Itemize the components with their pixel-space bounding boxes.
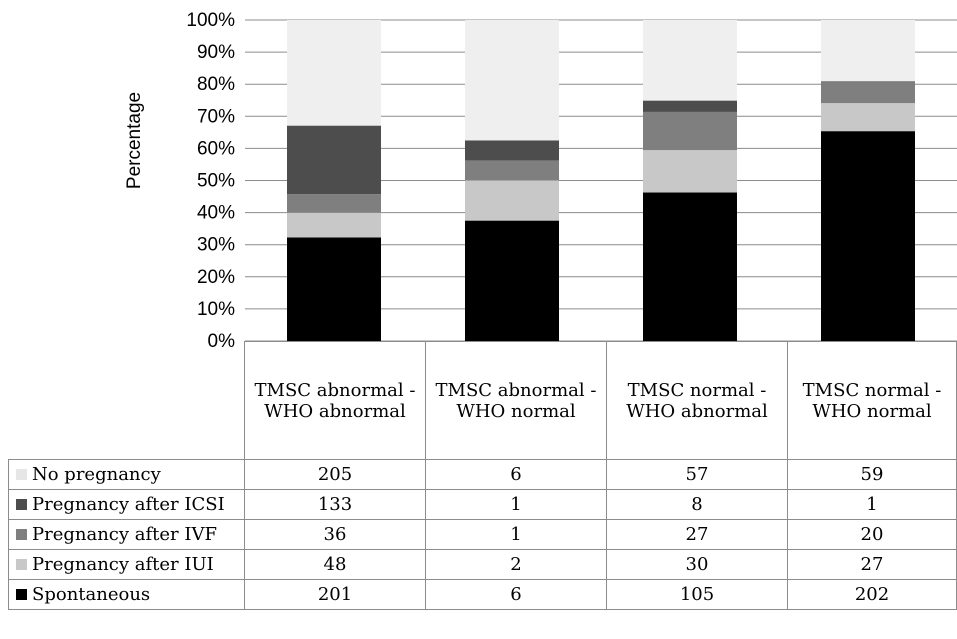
category-header: TMSC abnormal - WHO normal xyxy=(425,341,607,460)
category-header: TMSC normal - WHO abnormal xyxy=(606,341,788,460)
legend-label: Pregnancy after IUI xyxy=(32,554,214,575)
y-tick-label: 80% xyxy=(197,74,235,95)
table-cell: 105 xyxy=(606,579,788,610)
bar-segment xyxy=(465,180,559,221)
y-axis-ticks: 0%10%20%30%40%50%60%70%80%90%100% xyxy=(186,10,235,350)
y-tick-label: 10% xyxy=(197,299,235,320)
table-row: No pregnancy 205 6 57 59 xyxy=(8,459,957,490)
legend-entry: Pregnancy after IUI xyxy=(8,549,245,580)
legend-label: No pregnancy xyxy=(32,464,161,485)
y-tick-label: 30% xyxy=(197,235,235,256)
bar-segment xyxy=(821,81,915,83)
bar-segment xyxy=(465,140,559,161)
legend-label: Pregnancy after IVF xyxy=(32,524,217,545)
legend-entry: Pregnancy after IVF xyxy=(8,519,245,550)
bar-segment xyxy=(465,160,559,181)
bar-segment xyxy=(287,212,381,238)
y-tick-label: 60% xyxy=(197,138,235,159)
bar-segment xyxy=(643,100,737,112)
table-cell: 27 xyxy=(787,549,957,580)
legend-swatch xyxy=(16,589,27,600)
category-header: TMSC abnormal - WHO abnormal xyxy=(244,341,426,460)
y-axis-label: Percentage xyxy=(124,92,145,189)
bar-segment xyxy=(821,103,915,132)
table-row: Spontaneous 201 6 105 202 xyxy=(8,579,957,610)
table-body: No pregnancy 205 6 57 59 Pregnancy after ICSI… xyxy=(8,459,957,610)
legend-label: Pregnancy after ICSI xyxy=(32,494,225,515)
table-cell: 202 xyxy=(787,579,957,610)
table-cell: 2 xyxy=(425,549,607,580)
table-cell: 36 xyxy=(244,519,426,550)
bar-segment xyxy=(643,192,737,341)
y-tick-label: 70% xyxy=(197,106,235,127)
table-cell: 30 xyxy=(606,549,788,580)
legend-entry: Spontaneous xyxy=(8,579,245,610)
bar-segment xyxy=(465,220,559,341)
table-cell: 57 xyxy=(606,459,788,490)
bar-segment xyxy=(287,237,381,341)
bar-segment xyxy=(287,125,381,195)
bar-segment xyxy=(643,111,737,151)
data-table: TMSC abnormal - WHO abnormal TMSC abnorm… xyxy=(8,341,957,610)
table-cell: 27 xyxy=(606,519,788,550)
table-cell: 6 xyxy=(425,579,607,610)
bar-segment xyxy=(465,20,559,141)
table-cell: 6 xyxy=(425,459,607,490)
legend-entry: No pregnancy xyxy=(8,459,245,490)
bar-segment xyxy=(821,82,915,104)
table-cell: 20 xyxy=(787,519,957,550)
bar-segment xyxy=(643,150,737,193)
bar-segment xyxy=(821,20,915,82)
table-cell: 48 xyxy=(244,549,426,580)
table-header-row: TMSC abnormal - WHO abnormal TMSC abnorm… xyxy=(8,341,957,460)
y-tick-label: 50% xyxy=(197,171,235,192)
legend-swatch xyxy=(16,469,27,480)
table-cell: 133 xyxy=(244,489,426,520)
table-cell: 1 xyxy=(425,489,607,520)
table-corner-cell xyxy=(8,341,245,460)
table-cell: 59 xyxy=(787,459,957,490)
legend-entry: Pregnancy after ICSI xyxy=(8,489,245,520)
y-tick-label: 100% xyxy=(186,10,235,31)
table-cell: 1 xyxy=(425,519,607,550)
y-tick-label: 20% xyxy=(197,267,235,288)
table-cell: 201 xyxy=(244,579,426,610)
legend-label: Spontaneous xyxy=(32,584,151,605)
table-row: Pregnancy after IUI 48 2 30 27 xyxy=(8,549,957,580)
y-tick-label: 40% xyxy=(197,203,235,224)
table-cell: 8 xyxy=(606,489,788,520)
bars xyxy=(287,20,915,341)
bar-segment xyxy=(287,20,381,126)
legend-swatch xyxy=(16,529,27,540)
y-tick-label: 90% xyxy=(197,42,235,63)
bar-segment xyxy=(643,20,737,101)
legend-swatch xyxy=(16,499,27,510)
bar-segment xyxy=(821,131,915,341)
table-cell: 205 xyxy=(244,459,426,490)
stacked-bar-chart: 0%10%20%30%40%50%60%70%80%90%100% Percen… xyxy=(124,10,957,350)
category-header: TMSC normal - WHO normal xyxy=(787,341,957,460)
bar-segment xyxy=(287,194,381,213)
table-cell: 1 xyxy=(787,489,957,520)
table-row: Pregnancy after IVF 36 1 27 20 xyxy=(8,519,957,550)
table-row: Pregnancy after ICSI 133 1 8 1 xyxy=(8,489,957,520)
legend-swatch xyxy=(16,559,27,570)
